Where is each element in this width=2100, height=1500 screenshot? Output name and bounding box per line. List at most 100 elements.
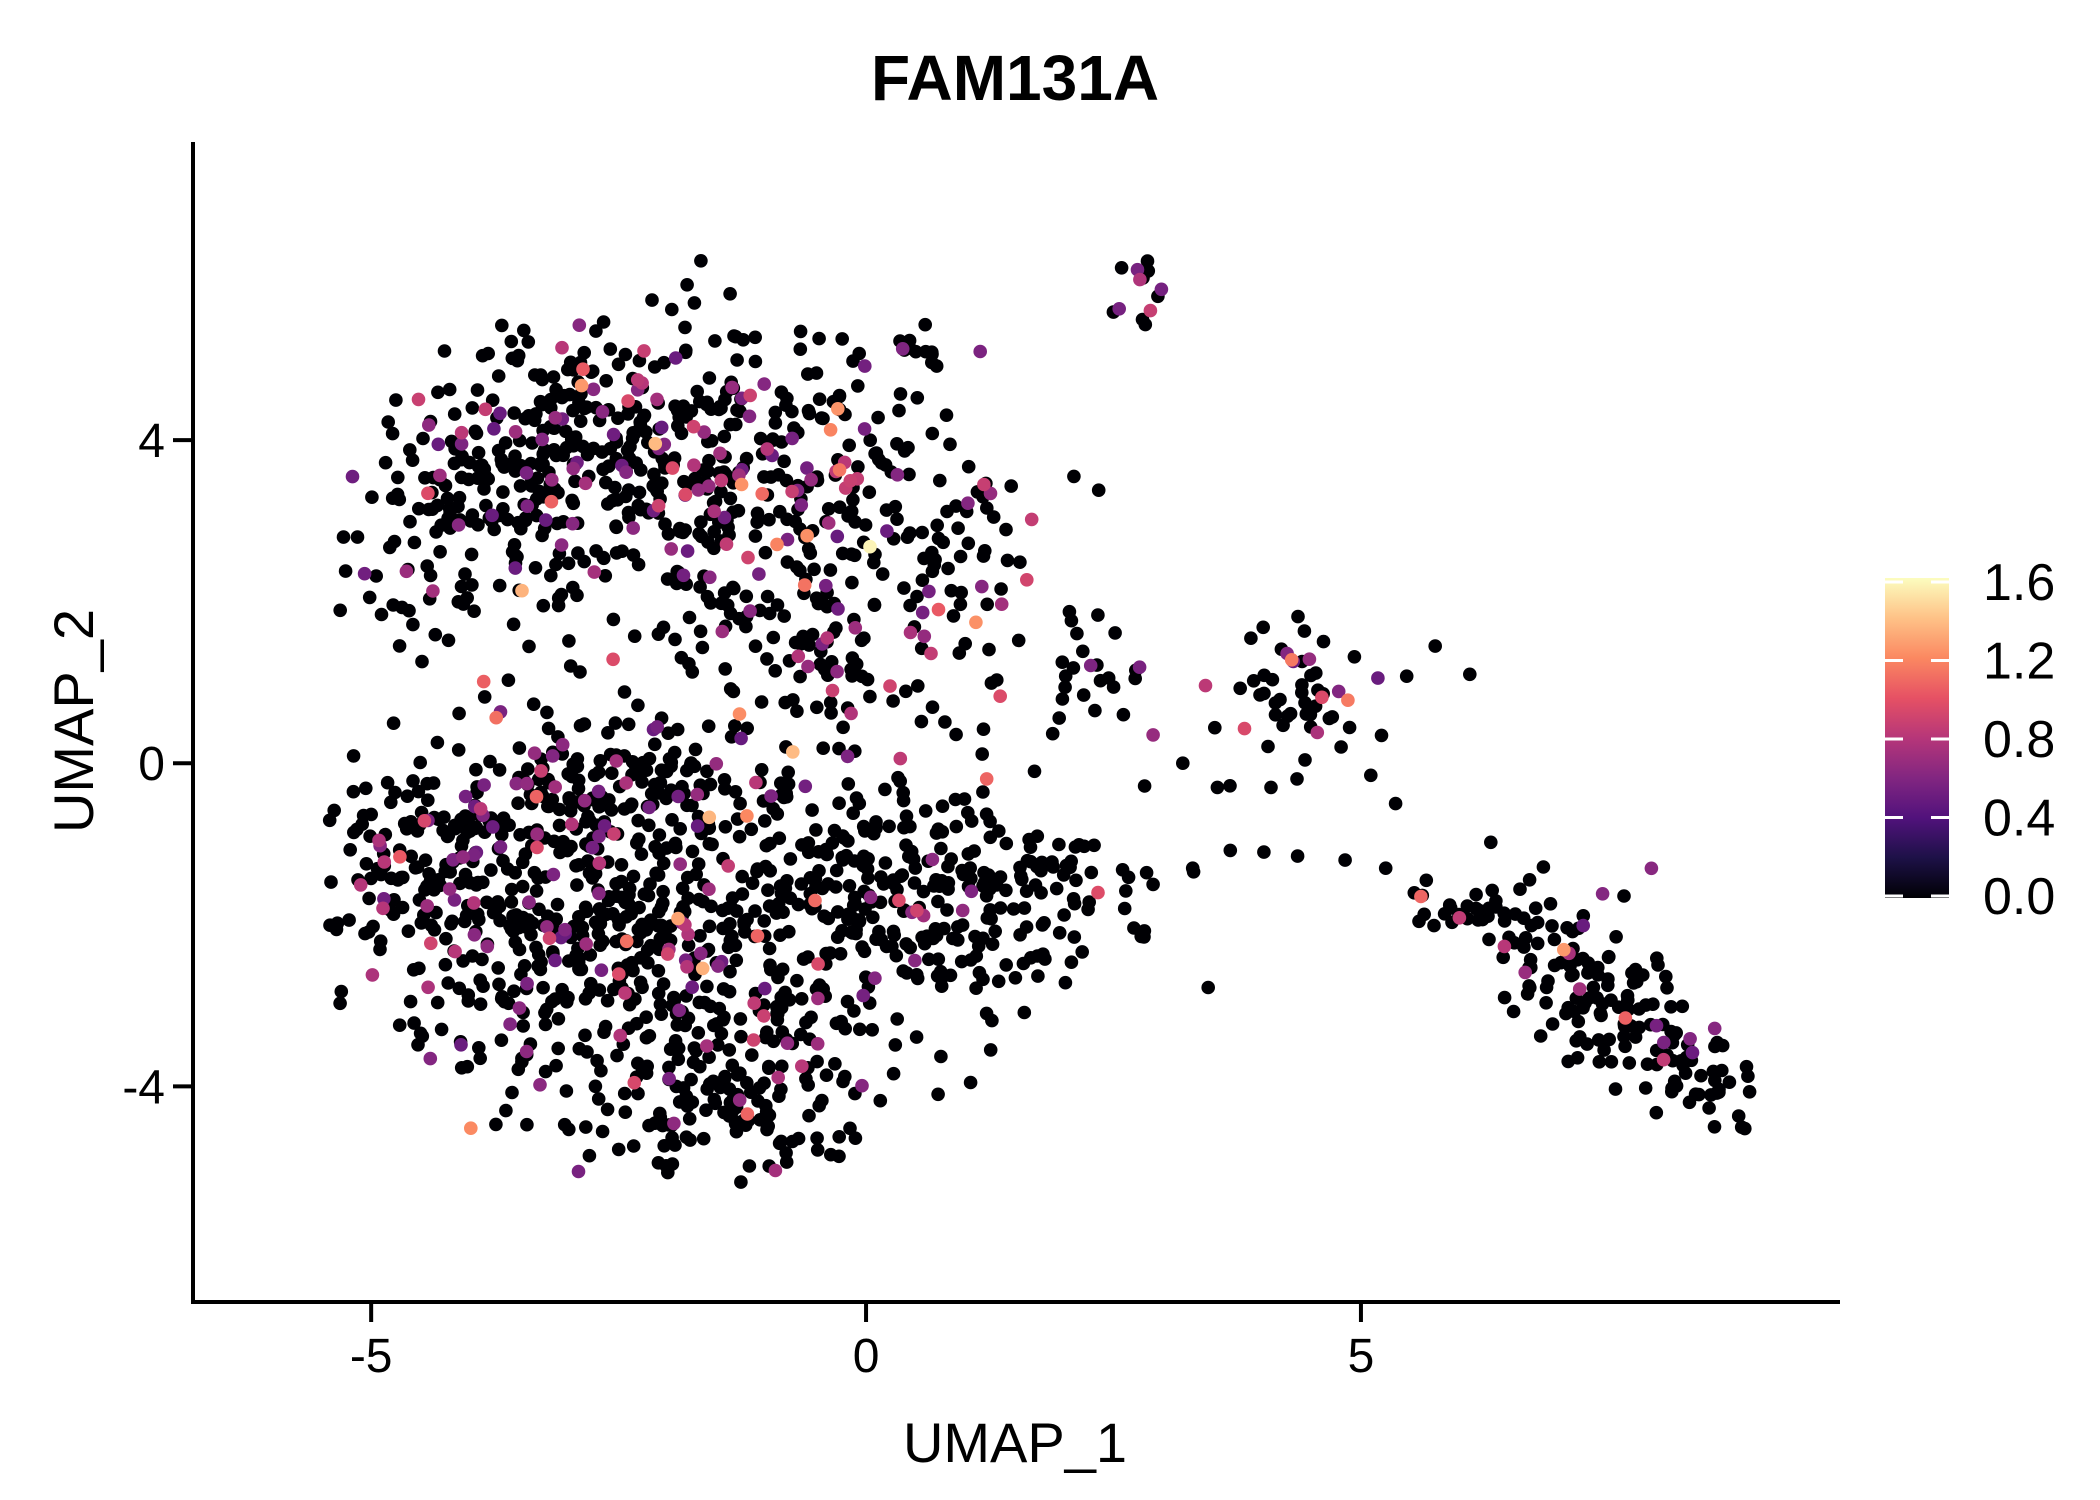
data-point bbox=[608, 716, 623, 730]
data-point bbox=[1659, 969, 1673, 984]
data-point bbox=[542, 931, 557, 945]
data-point bbox=[790, 704, 804, 718]
data-point bbox=[1154, 282, 1169, 297]
data-point bbox=[578, 1028, 592, 1043]
data-point bbox=[504, 334, 519, 349]
data-point bbox=[1628, 1030, 1643, 1044]
data-point bbox=[642, 818, 656, 833]
data-point bbox=[886, 873, 901, 887]
data-point bbox=[406, 617, 420, 632]
data-point bbox=[667, 1116, 681, 1131]
data-point bbox=[892, 403, 906, 418]
data-point bbox=[952, 646, 967, 660]
data-point bbox=[1644, 861, 1659, 876]
data-point bbox=[540, 705, 554, 720]
data-point bbox=[651, 986, 666, 1001]
data-point bbox=[403, 443, 417, 457]
data-point bbox=[555, 982, 569, 997]
data-point bbox=[695, 640, 710, 655]
data-point bbox=[742, 409, 757, 424]
data-point bbox=[702, 479, 716, 494]
data-point bbox=[823, 946, 837, 960]
data-point bbox=[762, 512, 776, 527]
data-point bbox=[925, 426, 940, 441]
data-point bbox=[596, 315, 611, 329]
data-point bbox=[697, 995, 712, 1010]
data-point bbox=[378, 455, 393, 470]
data-point bbox=[386, 598, 401, 612]
data-point bbox=[619, 776, 633, 790]
data-point bbox=[511, 1062, 526, 1077]
data-point bbox=[805, 803, 819, 817]
data-point bbox=[729, 1124, 744, 1139]
data-point bbox=[659, 1159, 673, 1173]
data-point bbox=[668, 351, 683, 365]
data-point bbox=[560, 995, 574, 1009]
data-point bbox=[1742, 1085, 1757, 1099]
data-point bbox=[1469, 887, 1483, 902]
data-point bbox=[648, 840, 662, 854]
y-tick-label: 0 bbox=[138, 738, 165, 791]
data-point bbox=[703, 596, 718, 610]
data-point bbox=[598, 1019, 613, 1034]
data-point bbox=[693, 580, 707, 594]
data-point bbox=[458, 567, 472, 581]
data-point bbox=[1660, 981, 1674, 995]
data-point bbox=[624, 906, 638, 921]
data-point bbox=[501, 673, 516, 687]
data-point bbox=[1068, 840, 1083, 854]
data-point bbox=[781, 765, 795, 780]
data-point bbox=[529, 884, 544, 898]
data-point bbox=[648, 436, 663, 451]
data-point bbox=[820, 631, 834, 645]
data-point bbox=[593, 754, 608, 768]
data-point bbox=[493, 406, 507, 421]
data-point bbox=[453, 876, 467, 891]
data-point bbox=[643, 877, 657, 891]
data-point bbox=[1046, 860, 1060, 874]
data-point bbox=[729, 417, 743, 432]
data-point bbox=[999, 958, 1013, 972]
data-point bbox=[856, 819, 871, 834]
data-point bbox=[473, 1051, 488, 1066]
data-point bbox=[916, 884, 931, 899]
data-point bbox=[512, 741, 527, 755]
data-point bbox=[572, 858, 586, 872]
data-point bbox=[955, 918, 970, 932]
data-point bbox=[931, 602, 946, 617]
data-point bbox=[451, 518, 466, 532]
data-point bbox=[687, 458, 701, 473]
data-point bbox=[896, 793, 911, 808]
data-point bbox=[359, 857, 374, 871]
data-point bbox=[684, 757, 698, 772]
data-point bbox=[660, 572, 675, 586]
data-point bbox=[717, 510, 732, 525]
data-point bbox=[882, 819, 896, 834]
data-point bbox=[654, 1007, 669, 1021]
data-point bbox=[520, 976, 534, 991]
data-point bbox=[421, 793, 435, 807]
data-point bbox=[902, 467, 916, 482]
data-point bbox=[1137, 924, 1152, 938]
data-point bbox=[559, 440, 574, 455]
data-point bbox=[757, 1076, 771, 1090]
data-point bbox=[374, 607, 389, 622]
data-point bbox=[333, 996, 347, 1011]
data-point bbox=[1664, 1000, 1678, 1014]
data-point bbox=[754, 695, 769, 709]
data-point bbox=[546, 867, 561, 882]
data-point bbox=[768, 405, 783, 420]
data-point bbox=[635, 917, 649, 932]
colorbar-tick-notch bbox=[1931, 659, 1949, 662]
data-point bbox=[774, 1082, 788, 1097]
data-point bbox=[1530, 915, 1545, 930]
data-point bbox=[1640, 1057, 1655, 1071]
data-point bbox=[1580, 1037, 1594, 1051]
data-point bbox=[1470, 902, 1484, 916]
data-point bbox=[440, 491, 455, 506]
data-point bbox=[1146, 877, 1160, 892]
data-point bbox=[570, 752, 585, 766]
data-point bbox=[577, 793, 592, 808]
data-point bbox=[841, 834, 855, 848]
data-point bbox=[480, 895, 494, 910]
